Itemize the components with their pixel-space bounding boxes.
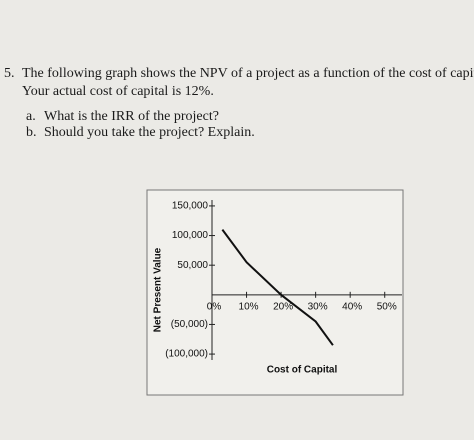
chart-frame xyxy=(146,189,404,396)
x-tick-label: 10% xyxy=(239,301,259,312)
y-axis-label: Net Present Value xyxy=(153,247,164,332)
x-tick-label: 30% xyxy=(308,301,328,312)
y-tick-label: 150,000 xyxy=(172,201,209,212)
y-tick-label: 100,000 xyxy=(172,230,209,241)
x-tick-label: 0% xyxy=(207,301,222,312)
item-label: a. xyxy=(26,109,36,124)
npv-line xyxy=(221,229,334,346)
x-tick-label: 50% xyxy=(377,301,397,312)
question-text: Your actual cost of capital is 12%. xyxy=(22,84,214,99)
item-text: What is the IRR of the project? xyxy=(44,109,219,124)
question-text: The following graph shows the NPV of a p… xyxy=(22,66,474,81)
y-tick-label: (100,000) xyxy=(165,349,208,360)
y-tick-label: 50,000 xyxy=(177,260,208,271)
x-tick-label: 40% xyxy=(342,301,362,312)
x-tick-label: 20% xyxy=(273,301,293,312)
question-number: 5. xyxy=(4,66,15,81)
item-text: Should you take the project? Explain. xyxy=(44,125,255,140)
item-label: b. xyxy=(26,125,37,140)
x-axis-label: Cost of Capital xyxy=(267,365,338,376)
y-tick-label: (50,000) xyxy=(171,319,208,330)
